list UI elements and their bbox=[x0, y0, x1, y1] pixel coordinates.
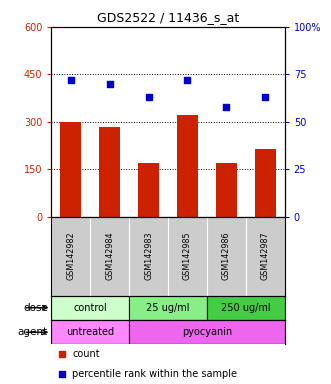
Text: GSM142984: GSM142984 bbox=[105, 232, 114, 280]
Bar bbox=[207, 296, 285, 320]
Bar bbox=[129, 296, 207, 320]
Point bbox=[224, 103, 229, 109]
Text: 25 ug/ml: 25 ug/ml bbox=[146, 303, 190, 313]
Point bbox=[146, 94, 151, 100]
Bar bbox=[255, 149, 276, 217]
Text: GSM142987: GSM142987 bbox=[261, 232, 270, 280]
Text: 250 ug/ml: 250 ug/ml bbox=[221, 303, 270, 313]
Bar bbox=[60, 122, 81, 217]
Bar bbox=[99, 127, 120, 217]
Text: GSM142982: GSM142982 bbox=[66, 232, 75, 280]
Text: dose: dose bbox=[23, 303, 48, 313]
Point bbox=[107, 81, 112, 87]
Text: count: count bbox=[72, 349, 100, 359]
Text: GSM142985: GSM142985 bbox=[183, 232, 192, 280]
Text: percentile rank within the sample: percentile rank within the sample bbox=[72, 369, 237, 379]
Point bbox=[262, 94, 268, 100]
Point bbox=[185, 77, 190, 83]
Bar bbox=[129, 320, 285, 344]
Point bbox=[59, 371, 65, 377]
Bar bbox=[138, 164, 159, 217]
Text: untreated: untreated bbox=[66, 327, 114, 337]
Bar bbox=[51, 320, 129, 344]
Text: GSM142986: GSM142986 bbox=[222, 232, 231, 280]
Bar bbox=[177, 115, 198, 217]
Bar bbox=[51, 296, 129, 320]
Text: GSM142983: GSM142983 bbox=[144, 232, 153, 280]
Point bbox=[59, 351, 65, 358]
Text: pyocyanin: pyocyanin bbox=[182, 327, 232, 337]
Point bbox=[68, 77, 73, 83]
Text: control: control bbox=[73, 303, 107, 313]
Bar bbox=[215, 164, 237, 217]
Title: GDS2522 / 11436_s_at: GDS2522 / 11436_s_at bbox=[97, 11, 239, 24]
Text: agent: agent bbox=[18, 327, 48, 337]
